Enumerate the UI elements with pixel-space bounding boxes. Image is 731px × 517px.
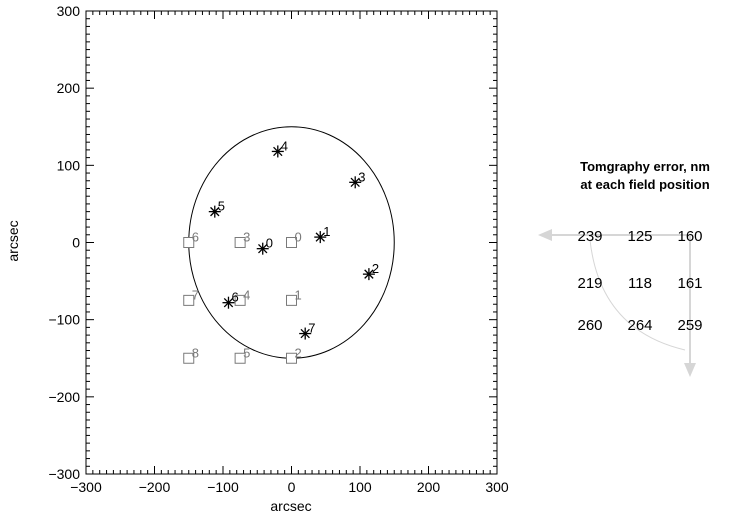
asterisk-marker <box>349 176 362 189</box>
square-marker-label: 1 <box>295 287 302 302</box>
error-cell: 160 <box>677 228 703 245</box>
y-tick-label: 200 <box>57 80 81 96</box>
y-axis-label: arcsec <box>5 220 21 261</box>
square-marker-label: 4 <box>243 287 250 302</box>
square-marker-label: 2 <box>295 345 302 360</box>
asterisk-stroke <box>350 177 360 188</box>
error-cell: 118 <box>628 275 652 292</box>
square-marker-label: 5 <box>243 345 250 360</box>
square-marker <box>234 294 246 306</box>
axis-tick-labels: −300 −200 −100 0 100 200 300−300−200−100010020… <box>48 3 508 495</box>
x-tick-label: 300 <box>485 479 509 495</box>
square-marker-label: 3 <box>243 230 250 245</box>
curved-arrow <box>589 239 686 351</box>
square-marker <box>183 352 195 364</box>
x-axis-label: arcsec <box>270 498 311 514</box>
axis-ticks <box>85 10 498 475</box>
square-marker <box>286 294 297 306</box>
error-cell: 219 <box>577 275 603 292</box>
asterisk-marker-label: 0 <box>266 236 273 251</box>
y-tick-label: −200 <box>48 389 80 405</box>
error-cell: 259 <box>677 317 703 334</box>
x-tick-label: −300 <box>70 479 102 495</box>
data-markers: 0 1 2 3 4 5 6 7 8 0 1 2 3 4 5 6 7 <box>183 138 379 364</box>
asterisk-stroke <box>273 146 283 157</box>
error-cell: 125 <box>627 228 653 245</box>
square-marker <box>183 237 195 248</box>
error-panel-title-line1: Tomgraphy error, nm <box>580 159 710 174</box>
square-marker-label: 6 <box>192 230 199 245</box>
error-panel-title-line2: at each field position <box>580 177 710 192</box>
asterisk-marker-label: 5 <box>218 199 225 214</box>
asterisk-stroke <box>258 243 268 254</box>
asterisk-stroke <box>223 297 234 308</box>
asterisk-marker <box>222 296 235 309</box>
square-marker <box>183 294 195 306</box>
asterisk-marker <box>256 242 269 255</box>
error-cell: 264 <box>627 317 653 334</box>
error-panel-title: Tomgraphy error, nm at each field positi… <box>560 158 730 194</box>
square-marker <box>234 237 246 248</box>
y-tick-label: −300 <box>48 466 80 482</box>
square-marker-label: 8 <box>192 345 199 360</box>
y-tick-label: 0 <box>72 235 80 251</box>
asterisk-marker <box>299 327 312 340</box>
asterisk-marker-label: 1 <box>323 224 330 239</box>
asterisk-stroke <box>300 328 310 339</box>
square-marker-label: 7 <box>192 287 199 302</box>
y-tick-label: 300 <box>57 3 81 19</box>
error-cell: 239 <box>577 228 603 245</box>
error-cell: 260 <box>577 317 603 334</box>
square-marker <box>286 352 297 364</box>
asterisk-stroke <box>364 269 374 279</box>
asterisk-marker <box>314 231 327 244</box>
square-marker <box>286 237 297 248</box>
square-marker <box>234 352 246 364</box>
x-tick-label: 0 <box>288 479 296 495</box>
x-tick-label: −100 <box>207 479 239 495</box>
asterisk-stroke <box>210 206 220 217</box>
y-tick-label: −100 <box>48 312 80 328</box>
asterisk-marker-label: 3 <box>358 169 365 184</box>
asterisk-marker-label: 7 <box>308 321 315 336</box>
asterisk-marker-label: 2 <box>372 261 379 276</box>
x-tick-label: 100 <box>348 479 372 495</box>
asterisk-marker <box>208 205 221 218</box>
asterisk-marker <box>271 145 284 158</box>
error-cell: 161 <box>677 275 703 292</box>
down-arrow-head <box>684 363 696 377</box>
x-tick-label: 200 <box>417 479 441 495</box>
asterisk-stroke <box>315 232 325 242</box>
asterisk-marker-label: 4 <box>281 138 288 153</box>
asterisk-marker <box>362 268 375 281</box>
y-tick-label: 100 <box>57 157 81 173</box>
x-tick-label: −200 <box>139 479 171 495</box>
left-arrow-head <box>538 229 552 241</box>
asterisk-marker-label: 6 <box>231 290 238 305</box>
square-marker-label: 0 <box>295 230 302 245</box>
